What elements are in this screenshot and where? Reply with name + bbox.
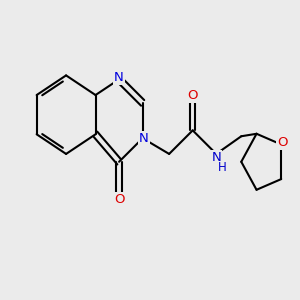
Text: O: O	[188, 88, 198, 101]
Text: O: O	[278, 136, 288, 149]
Text: N: N	[114, 71, 124, 84]
Text: H: H	[218, 161, 227, 174]
Text: O: O	[114, 193, 124, 206]
Text: N: N	[212, 151, 221, 164]
Text: N: N	[139, 132, 149, 145]
